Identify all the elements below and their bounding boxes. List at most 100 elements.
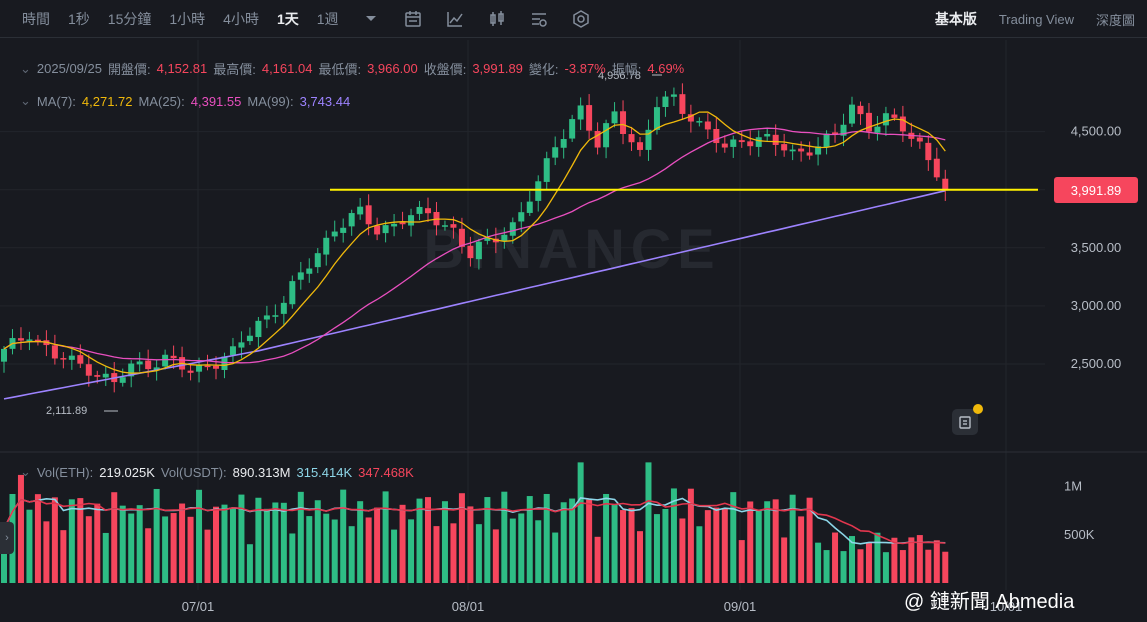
candle[interactable]: [535, 175, 542, 212]
candle[interactable]: [747, 130, 754, 156]
view-tradingview[interactable]: Trading View: [998, 11, 1074, 27]
candle[interactable]: [815, 137, 822, 166]
candle[interactable]: [704, 113, 711, 139]
candle[interactable]: [85, 354, 92, 387]
candle[interactable]: [323, 230, 330, 266]
candle[interactable]: [458, 217, 465, 254]
candle[interactable]: [263, 305, 270, 329]
tf-1s[interactable]: 1秒: [68, 10, 90, 27]
candle[interactable]: [399, 211, 406, 230]
candle[interactable]: [569, 114, 576, 142]
candle[interactable]: [314, 248, 321, 274]
candle[interactable]: [586, 94, 593, 139]
candle[interactable]: [594, 122, 601, 155]
candle[interactable]: [9, 329, 16, 355]
candle[interactable]: [637, 136, 643, 157]
candle[interactable]: [628, 126, 635, 151]
candle[interactable]: [331, 220, 338, 242]
candle[interactable]: [789, 144, 796, 161]
price-alert-button[interactable]: [952, 404, 983, 435]
candle[interactable]: [849, 96, 855, 128]
candle[interactable]: [620, 100, 627, 145]
candle[interactable]: [179, 346, 186, 378]
candle[interactable]: [229, 337, 236, 363]
candle[interactable]: [246, 327, 253, 345]
candle[interactable]: [832, 123, 839, 143]
candle[interactable]: [857, 101, 864, 125]
candle[interactable]: [382, 220, 389, 243]
candle[interactable]: [721, 135, 728, 153]
candle[interactable]: [289, 275, 296, 309]
candle[interactable]: [255, 317, 262, 348]
collapse-ma-icon[interactable]: ⌄: [20, 93, 31, 108]
candle[interactable]: [730, 135, 737, 158]
candle[interactable]: [17, 327, 24, 350]
expand-panel-button[interactable]: ›: [0, 522, 14, 554]
tf-4h[interactable]: 4小時: [223, 10, 259, 27]
candle[interactable]: [425, 197, 431, 223]
calendar-icon[interactable]: [403, 9, 423, 29]
candle[interactable]: [899, 105, 906, 143]
candle-type-icon[interactable]: [487, 9, 507, 29]
candle[interactable]: [272, 304, 279, 324]
candle[interactable]: [416, 200, 423, 221]
candle[interactable]: [645, 119, 652, 161]
candle[interactable]: [475, 238, 482, 270]
candle[interactable]: [806, 141, 813, 160]
candle[interactable]: [213, 356, 219, 380]
tf-1d[interactable]: 1天: [276, 10, 299, 27]
candle[interactable]: [297, 261, 304, 290]
candle[interactable]: [467, 236, 474, 267]
candle[interactable]: [391, 214, 398, 237]
candle[interactable]: [357, 198, 364, 220]
tf-1w[interactable]: 1週: [316, 10, 339, 27]
candle[interactable]: [874, 115, 881, 141]
candle[interactable]: [865, 103, 872, 139]
candle[interactable]: [611, 102, 618, 128]
candle[interactable]: [687, 104, 694, 133]
gear-icon[interactable]: [571, 9, 591, 29]
candle[interactable]: [543, 151, 550, 190]
candle[interactable]: [60, 352, 67, 369]
candle[interactable]: [603, 119, 610, 159]
candle[interactable]: [679, 83, 686, 120]
candle[interactable]: [577, 97, 584, 130]
candle[interactable]: [280, 296, 287, 325]
candle[interactable]: [662, 91, 669, 117]
view-depth[interactable]: 深度圖: [1095, 12, 1135, 28]
tf-15m[interactable]: 15分鐘: [107, 10, 152, 27]
candle[interactable]: [68, 349, 75, 370]
collapse-info-icon[interactable]: ⌄: [20, 60, 31, 76]
candle[interactable]: [925, 135, 932, 171]
candle[interactable]: [764, 128, 771, 142]
candle[interactable]: [34, 334, 41, 346]
candle[interactable]: [713, 117, 720, 153]
candle[interactable]: [26, 331, 33, 351]
candle[interactable]: [348, 209, 355, 236]
candle[interactable]: [187, 365, 194, 381]
candle[interactable]: [560, 129, 567, 159]
candle[interactable]: [755, 130, 762, 157]
candle[interactable]: [374, 217, 381, 241]
candle[interactable]: [51, 334, 58, 365]
candle[interactable]: [738, 130, 745, 148]
candle[interactable]: [518, 202, 525, 233]
candle[interactable]: [1, 345, 7, 373]
candle[interactable]: [306, 258, 313, 283]
candle[interactable]: [441, 220, 448, 231]
more-timeframes-icon[interactable]: [361, 9, 381, 29]
candle[interactable]: [840, 113, 847, 147]
indicator-icon[interactable]: [445, 9, 465, 29]
tf-1h[interactable]: 1小時: [169, 10, 206, 27]
candle[interactable]: [102, 365, 109, 386]
candle[interactable]: [552, 136, 559, 166]
candle[interactable]: [670, 87, 677, 106]
candle[interactable]: [136, 352, 143, 372]
candle[interactable]: [772, 124, 779, 156]
candle[interactable]: [696, 117, 703, 127]
candle[interactable]: [501, 227, 508, 249]
tf-time[interactable]: 時間: [22, 10, 50, 27]
candle[interactable]: [781, 133, 788, 157]
candle[interactable]: [340, 218, 347, 243]
candle[interactable]: [145, 349, 152, 378]
